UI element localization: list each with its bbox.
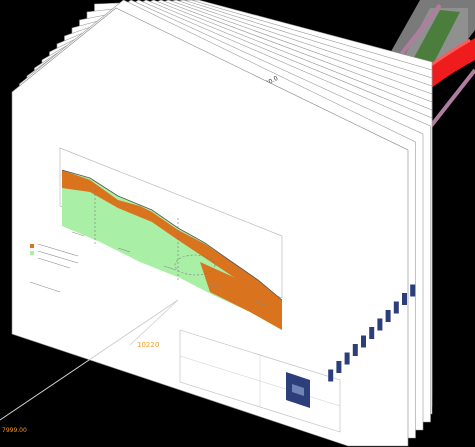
sheet-edge-logos xyxy=(328,284,416,382)
axis-tick xyxy=(163,265,177,271)
company-logo-icon xyxy=(328,369,334,382)
title-block xyxy=(179,329,341,433)
leader-label-lower[interactable]: 7999.00 xyxy=(2,427,27,434)
front-section-sheet[interactable] xyxy=(11,7,409,447)
company-logo-icon xyxy=(361,335,366,348)
company-logo-icon xyxy=(402,293,407,305)
axis-tick xyxy=(71,231,85,237)
company-logo-icon xyxy=(336,361,342,373)
company-logo-icon xyxy=(352,344,358,356)
company-logo-icon xyxy=(377,318,383,331)
leader-annotations[interactable]: 10220 7999.00 xyxy=(0,299,179,434)
legend xyxy=(29,243,79,293)
company-logo-icon xyxy=(393,301,399,314)
company-logo-icon xyxy=(385,310,391,322)
soil-layer xyxy=(62,170,282,312)
axis-tick xyxy=(209,283,223,289)
company-logo-icon xyxy=(344,352,350,365)
axis-tick-group xyxy=(71,231,269,307)
axis-tick xyxy=(117,247,131,253)
leader-label-upper[interactable]: 10220 xyxy=(137,341,159,349)
company-logo-icon xyxy=(369,327,375,339)
axis-tick xyxy=(255,301,269,307)
company-logo-icon xyxy=(410,284,416,297)
